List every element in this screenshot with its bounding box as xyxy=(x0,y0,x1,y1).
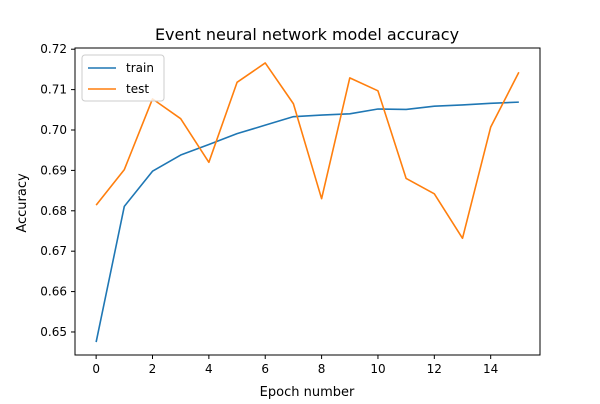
legend-label-test: test xyxy=(126,82,149,96)
x-tick-label: 8 xyxy=(318,362,326,376)
y-tick-label: 0.66 xyxy=(40,285,67,299)
plot-area-frame xyxy=(74,47,541,356)
y-axis-label: Accuracy xyxy=(15,173,30,233)
y-tick-label: 0.72 xyxy=(40,42,67,56)
x-tick-label: 2 xyxy=(149,362,157,376)
x-tick-label: 6 xyxy=(261,362,269,376)
series-layer xyxy=(95,62,520,343)
x-tick-label: 4 xyxy=(205,362,213,376)
x-axis-label: Epoch number xyxy=(260,385,355,400)
x-tick-label: 12 xyxy=(427,362,442,376)
x-tick-label: 0 xyxy=(92,362,100,376)
y-tick-label: 0.71 xyxy=(40,83,67,97)
y-tick-label: 0.68 xyxy=(40,204,67,218)
series-line-test xyxy=(95,62,520,240)
legend: train test xyxy=(81,54,165,102)
legend-label-train: train xyxy=(126,61,154,75)
y-tick-label: 0.70 xyxy=(40,123,67,137)
x-tick-label: 10 xyxy=(370,362,385,376)
series-line-train xyxy=(95,101,519,343)
x-tick-label: 14 xyxy=(483,362,498,376)
y-tick-label: 0.65 xyxy=(40,325,67,339)
y-tick-label: 0.69 xyxy=(40,163,67,177)
chart-title: Event neural network model accuracy xyxy=(155,25,459,44)
y-tick-label: 0.67 xyxy=(40,244,67,258)
x-axis-ticks: 0 2 4 6 8 10 12 14 xyxy=(92,355,498,376)
y-axis-ticks: 0.65 0.66 0.67 0.68 0.69 0.70 0.71 0.72 xyxy=(40,42,75,339)
